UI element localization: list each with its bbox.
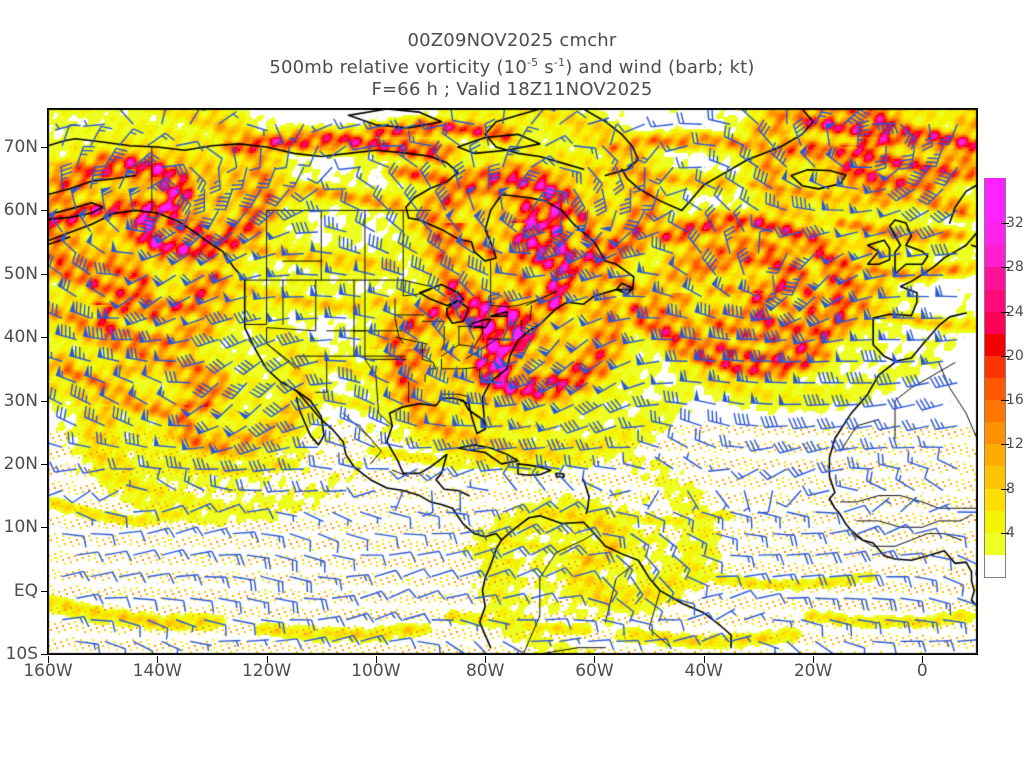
colorbar-band <box>985 200 1005 224</box>
title-exp-1: -5 <box>526 56 539 69</box>
colorbar-band <box>985 178 1005 202</box>
title-line-1: 00Z09NOV2025 cmchr <box>407 30 617 51</box>
title-line-2: 500mb relative vorticity (10-5 s-1) and … <box>0 52 1024 79</box>
colorbar-band <box>985 421 1005 445</box>
vorticity-wind-map <box>48 109 977 654</box>
colorbar-tick-mark <box>1001 311 1009 313</box>
x-tick-mark <box>594 656 596 663</box>
x-tick-label: 140W <box>132 661 182 681</box>
x-tick-label: 60W <box>575 661 614 681</box>
colorbar-band <box>985 355 1005 378</box>
colorbar-tick-mark <box>1001 532 1009 534</box>
colorbar-band <box>985 532 1005 555</box>
colorbar-tick-label: 24 <box>1006 303 1024 320</box>
x-tick-label: 0 <box>916 661 928 681</box>
colorbar-band <box>985 443 1005 467</box>
y-axis: 70N 60N 50N 40N 30N 20N 10N EQ 10S <box>0 0 48 768</box>
y-tick-label: 40N <box>3 327 38 348</box>
colorbar-tick-label: 8 <box>1006 480 1015 497</box>
colorbar-tick-label: 28 <box>1006 259 1024 276</box>
y-tick-mark <box>41 337 48 339</box>
colorbar-band <box>985 510 1005 533</box>
colorbar-tick-mark <box>1001 400 1009 402</box>
y-tick-label: EQ <box>13 580 38 601</box>
colorbar-band <box>985 266 1005 290</box>
title-line-2-post: ) and wind (barb; kt) <box>565 57 755 78</box>
chart-title-block: 00Z09NOV2025 cmchr 500mb relative vortic… <box>0 30 1024 101</box>
x-tick-mark <box>922 656 924 663</box>
colorbar-tick-label: 16 <box>1006 392 1024 409</box>
y-tick-mark <box>41 400 48 402</box>
y-tick-label: 20N <box>3 453 38 474</box>
colorbar-band <box>985 399 1005 423</box>
x-tick-label: 20W <box>793 661 833 681</box>
y-tick-label: 10S <box>5 644 38 664</box>
x-tick-label: 160W <box>23 661 73 681</box>
y-tick-mark <box>41 527 48 529</box>
x-tick-mark <box>813 656 815 663</box>
colorbar-tick-mark <box>1001 355 1009 357</box>
y-tick-mark <box>41 654 48 655</box>
colorbar-tick-label: 12 <box>1006 436 1024 453</box>
y-tick-mark <box>41 147 48 149</box>
colorbar-tick-mark <box>1001 267 1009 269</box>
title-line-2-pre: 500mb relative vorticity (10 <box>269 57 527 78</box>
x-tick-label: 40W <box>684 661 723 681</box>
x-tick-mark <box>485 656 487 663</box>
y-tick-mark <box>41 590 48 592</box>
y-tick-label: 30N <box>3 390 38 411</box>
x-tick-label: 120W <box>241 661 292 681</box>
colorbar <box>984 178 1006 578</box>
colorbar-tick-label: 32 <box>1006 215 1024 232</box>
colorbar-band <box>985 244 1005 268</box>
y-tick-mark <box>41 463 48 465</box>
colorbar-band <box>985 311 1005 334</box>
y-tick-mark <box>41 273 48 275</box>
x-tick-label: 100W <box>351 661 401 681</box>
colorbar-band <box>985 465 1005 489</box>
colorbar-band <box>985 487 1005 511</box>
title-line-2-mid: s <box>538 57 554 78</box>
y-tick-mark <box>41 210 48 212</box>
colorbar-tick-mark <box>1001 223 1009 225</box>
colorbar-tick-mark <box>1001 444 1009 446</box>
colorbar-tick-label: 20 <box>1006 347 1024 364</box>
y-tick-label: 60N <box>3 200 38 221</box>
x-tick-mark <box>157 656 159 663</box>
map-plot-area <box>47 108 978 655</box>
title-exp-2: -1 <box>553 56 566 69</box>
y-tick-label: 10N <box>3 517 38 538</box>
colorbar-tick-mark <box>1001 488 1009 490</box>
title-line-3: F=66 h ; Valid 18Z11NOV2025 <box>371 79 653 100</box>
y-tick-label: 50N <box>3 263 38 284</box>
x-tick-label: 80W <box>465 661 505 681</box>
colorbar-band <box>985 222 1005 246</box>
colorbar-tick-label: 4 <box>1006 524 1015 541</box>
x-tick-mark <box>375 656 377 663</box>
colorbar-band <box>985 288 1005 312</box>
x-tick-mark <box>48 656 49 663</box>
colorbar-band <box>985 377 1005 401</box>
colorbar-band <box>985 554 1005 577</box>
x-tick-mark <box>266 656 268 663</box>
colorbar-band <box>985 333 1005 356</box>
y-tick-label: 70N <box>3 137 38 158</box>
x-tick-mark <box>703 656 705 663</box>
